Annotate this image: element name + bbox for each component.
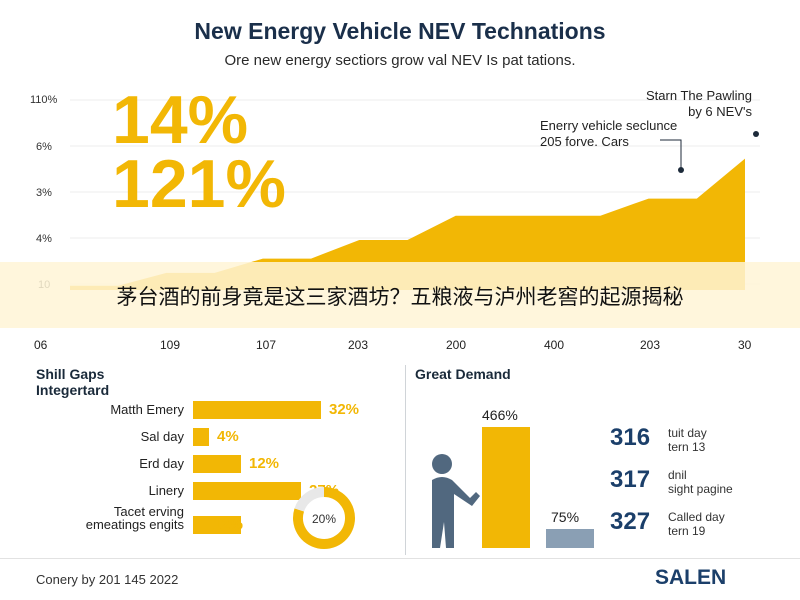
y-tick-label: 6% [36,141,52,153]
bar-value-label: 12% [249,455,280,472]
bar-value-label: 27% [309,482,340,499]
bar-label-5: Tacet erving emeatings engits [34,505,184,531]
skill-bar [193,401,321,419]
y-tick-label: 4% [36,233,52,245]
donut-label: 20% [311,512,337,526]
bar-label: Erd day [139,456,184,471]
banner-overlay [0,262,800,328]
skills-panel-title: Shill Gaps Integertard [36,366,109,398]
stat-caption-line: dnil [668,468,687,482]
annotation-line: Enerry vehicle seclunce [540,118,678,133]
demand-panel-title: Great Demand [415,366,511,382]
x-tick-label: 400 [544,338,565,352]
x-tick-label: 200 [446,338,467,352]
stat-caption: dnil sight pagine [668,468,733,496]
annotation-line: 205 forve. Cars [540,134,629,149]
stat-caption: Called day tern 19 [668,510,725,538]
annotation-leader [660,139,682,170]
stat-caption-line: Called day [668,510,725,524]
x-tick-label: 06 [34,338,48,352]
page-subtitle: Ore new energy sectiors grow val NEV Is … [224,52,576,69]
skill-bar [193,428,209,446]
highlight-stat-121: 121% [112,146,286,222]
bar-label: Matth Emery [110,402,184,417]
stat-caption-line: tuit day [668,426,707,440]
annotation-line: by 6 NEV's [688,104,752,119]
y-tick-label: 110% [30,94,58,106]
bar-label-line: Tacet erving [113,504,184,519]
x-tick-label: 203 [640,338,661,352]
y-tick-label: 3% [36,187,52,199]
footer-credit: Conery by 201 145 2022 [36,572,179,587]
stat-number: 327 [610,508,651,535]
bar-value-label: 32% [329,401,360,418]
bar-label: Sal day [140,429,184,444]
chart-annotation-top: Starn The Pawling by 6 NEV's [612,88,752,120]
annotation-marker [753,131,759,137]
person-pointing-icon [432,454,480,548]
page-title: New Energy Vehicle NEV Technations [194,18,606,44]
x-tick-label: 203 [348,338,369,352]
skills-title-line: Integertard [36,382,110,398]
stat-caption-line: tern 19 [668,524,706,538]
x-tick-label: 107 [256,338,277,352]
banner-headline: 茅台酒的前身竟是这三家酒坊？五粮液与泸州老窖的起源揭秘 [116,285,684,309]
brand-logo: SALEN [655,566,727,589]
footer-divider [0,558,800,559]
highlight-stat-14: 14% [112,82,249,158]
stat-number: 317 [610,466,651,493]
bar-value-label: 4% [217,428,239,445]
bar-value-label: 12% [213,516,244,533]
annotation-line: Starn The Pawling [646,88,752,103]
bar-label-line: emeatings engits [85,517,184,532]
demand-bar-value: 75% [551,508,580,525]
x-tick-label: 109 [160,338,181,352]
skill-bar [193,482,301,500]
demand-bar-value: 466% [482,406,518,423]
x-tick-label: 30 [738,338,752,352]
area-series [70,158,745,290]
stat-caption-line: sight pagine [668,482,733,496]
stat-number: 316 [610,424,651,451]
skills-title-line: Shill Gaps [36,366,105,382]
demand-bar [546,528,594,548]
demand-bar [482,426,530,548]
chart-annotation-middle: Enerry vehicle seclunce 205 forve. Cars [540,118,677,150]
stat-caption: tuit day tern 13 [668,426,707,454]
panel-divider [405,365,406,555]
skill-bar [193,516,241,534]
bar-label: Linery [148,483,184,498]
skill-bar [193,455,241,473]
stat-caption-line: tern 13 [668,440,706,454]
